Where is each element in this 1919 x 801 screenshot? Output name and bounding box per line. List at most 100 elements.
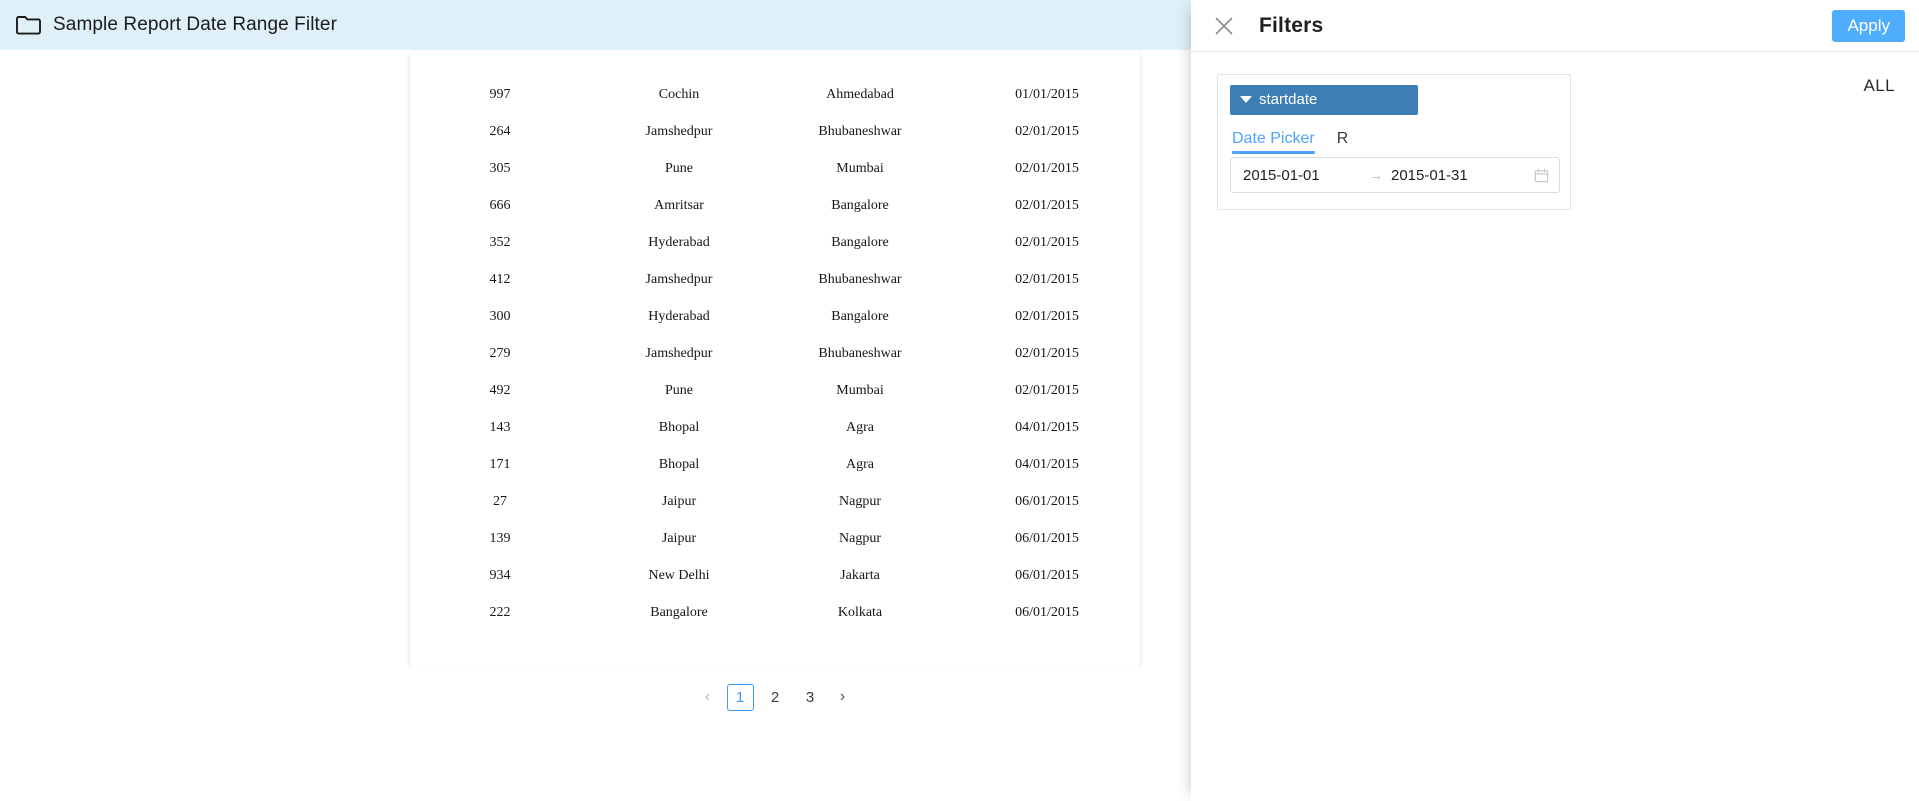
tab-relative-range[interactable]: R bbox=[1336, 130, 1349, 147]
table-cell: 492 bbox=[489, 382, 511, 398]
table-cell: Bhubaneshwar bbox=[818, 123, 902, 139]
table-row: 143 Bhopal Agra 04/01/2015 bbox=[410, 409, 1140, 446]
pagination-page-1[interactable]: 1 bbox=[726, 683, 754, 711]
pagination-prev-button[interactable]: ‹ bbox=[704, 688, 711, 705]
table-row: 222 Bangalore Kolkata 06/01/2015 bbox=[410, 594, 1140, 631]
pagination-next-button[interactable]: › bbox=[839, 688, 846, 705]
filter-name-chip[interactable]: startdate bbox=[1230, 85, 1418, 115]
table-cell: Bhubaneshwar bbox=[818, 271, 902, 287]
table-cell: 305 bbox=[489, 160, 511, 176]
table-cell: Ahmedabad bbox=[826, 86, 894, 102]
table-cell: 934 bbox=[489, 567, 511, 583]
table-cell: Hyderabad bbox=[648, 234, 710, 250]
table-cell: 997 bbox=[489, 86, 511, 102]
table-cell: Jamshedpur bbox=[645, 123, 713, 139]
date-range-input[interactable]: 2015-01-01 → 2015-01-31 bbox=[1230, 157, 1560, 193]
table-cell: Jamshedpur bbox=[645, 345, 713, 361]
table-row: 352 Hyderabad Bangalore 02/01/2015 bbox=[410, 224, 1140, 261]
page-title: Sample Report Date Range Filter bbox=[53, 14, 338, 35]
table-cell: 02/01/2015 bbox=[1015, 382, 1079, 398]
table-cell: Nagpur bbox=[839, 493, 881, 509]
table-row: 305 Pune Mumbai 02/01/2015 bbox=[410, 150, 1140, 187]
report-body: 997 Cochin Ahmedabad 01/01/2015 264 Jamshedpu… bbox=[0, 50, 1191, 801]
table-cell: 02/01/2015 bbox=[1015, 160, 1079, 176]
table-cell: 300 bbox=[489, 308, 511, 324]
all-toggle-label[interactable]: ALL bbox=[1863, 76, 1895, 95]
table-cell: 279 bbox=[489, 345, 511, 361]
table-row: 27 Jaipur Nagpur 06/01/2015 bbox=[410, 483, 1140, 520]
filter-card: startdate Date Picker R 2015-01-01 → 201… bbox=[1217, 74, 1571, 210]
tab-date-picker[interactable]: Date Picker bbox=[1232, 130, 1315, 154]
table-cell: 666 bbox=[489, 197, 511, 213]
table-cell: Bangalore bbox=[831, 197, 889, 213]
folder-icon bbox=[16, 16, 41, 35]
table-row: 139 Jaipur Nagpur 06/01/2015 bbox=[410, 520, 1140, 557]
filters-body: ALL startdate Date Picker R 2015-01-01 →… bbox=[1191, 52, 1919, 210]
table-cell: Bangalore bbox=[650, 604, 708, 620]
table-cell: 04/01/2015 bbox=[1015, 456, 1079, 472]
table-cell: Jamshedpur bbox=[645, 271, 713, 287]
table-cell: Jaipur bbox=[661, 493, 697, 509]
table-row: 997 Cochin Ahmedabad 01/01/2015 bbox=[410, 76, 1140, 113]
table-cell: 01/01/2015 bbox=[1015, 86, 1079, 102]
pagination-page-3[interactable]: 3 bbox=[805, 688, 815, 706]
table-cell: 06/01/2015 bbox=[1015, 530, 1079, 546]
table-cell: Nagpur bbox=[839, 530, 881, 546]
table-cell: Jakarta bbox=[840, 567, 880, 583]
report-table: 997 Cochin Ahmedabad 01/01/2015 264 Jamshedpu… bbox=[410, 76, 1140, 631]
pagination-page-2[interactable]: 2 bbox=[770, 688, 780, 706]
table-row: 666 Amritsar Bangalore 02/01/2015 bbox=[410, 187, 1140, 224]
table-cell: 171 bbox=[489, 456, 511, 472]
table-row: 300 Hyderabad Bangalore 02/01/2015 bbox=[410, 298, 1140, 335]
table-cell: Mumbai bbox=[836, 160, 884, 176]
table-cell: 02/01/2015 bbox=[1015, 197, 1079, 213]
table-cell: 06/01/2015 bbox=[1015, 567, 1079, 583]
chevron-down-icon bbox=[1240, 96, 1252, 103]
table-cell: Jaipur bbox=[661, 530, 697, 546]
filters-panel: Filters Apply ALL startdate Date Picker … bbox=[1191, 0, 1919, 801]
table-cell: 02/01/2015 bbox=[1015, 345, 1079, 361]
table-cell: Pune bbox=[665, 382, 693, 398]
date-range-start-input[interactable]: 2015-01-01 bbox=[1243, 166, 1320, 184]
pagination: ‹ 1 2 3 › bbox=[409, 668, 1141, 726]
picker-tabs: Date Picker R bbox=[1230, 123, 1558, 155]
filters-heading: Filters bbox=[1259, 13, 1324, 37]
table-row: 412 Jamshedpur Bhubaneshwar 02/01/2015 bbox=[410, 261, 1140, 298]
table-cell: 412 bbox=[489, 271, 511, 287]
table-cell: Kolkata bbox=[837, 604, 883, 620]
date-range-arrow-icon: → bbox=[1369, 167, 1383, 183]
report-region: Sample Report Date Range Filter 997 Cochi… bbox=[0, 0, 1191, 801]
table-cell: 06/01/2015 bbox=[1015, 493, 1079, 509]
table-cell: 02/01/2015 bbox=[1015, 271, 1079, 287]
table-cell: Amritsar bbox=[654, 197, 704, 213]
filter-name-label: startdate bbox=[1259, 91, 1318, 108]
table-cell: Mumbai bbox=[836, 382, 884, 398]
calendar-icon[interactable] bbox=[1534, 168, 1549, 183]
report-header-bar: Sample Report Date Range Filter bbox=[0, 0, 1191, 50]
table-cell: Bhopal bbox=[658, 456, 700, 472]
report-card: 997 Cochin Ahmedabad 01/01/2015 264 Jamshedpu… bbox=[409, 54, 1141, 667]
table-cell: 02/01/2015 bbox=[1015, 308, 1079, 324]
table-cell: 143 bbox=[489, 419, 511, 435]
table-cell: Bhubaneshwar bbox=[818, 345, 902, 361]
table-cell: Agra bbox=[846, 419, 874, 435]
table-row: 264 Jamshedpur Bhubaneshwar 02/01/2015 bbox=[410, 113, 1140, 150]
table-cell: 06/01/2015 bbox=[1015, 604, 1079, 620]
table-cell: 02/01/2015 bbox=[1015, 123, 1079, 139]
table-cell: 139 bbox=[489, 530, 511, 546]
table-cell: Bangalore bbox=[831, 234, 889, 250]
filters-topbar: Filters Apply bbox=[1191, 0, 1919, 52]
table-cell: Agra bbox=[846, 456, 874, 472]
table-cell: Cochin bbox=[658, 86, 700, 102]
table-cell: 02/01/2015 bbox=[1015, 234, 1079, 250]
table-row: 934 New Delhi Jakarta 06/01/2015 bbox=[410, 557, 1140, 594]
table-cell: 264 bbox=[489, 123, 511, 139]
table-cell: New Delhi bbox=[648, 567, 710, 583]
table-cell: Bangalore bbox=[831, 308, 889, 324]
apply-button[interactable]: Apply bbox=[1832, 9, 1905, 42]
date-range-end-input[interactable]: 2015-01-31 bbox=[1391, 166, 1468, 184]
table-cell: 27 bbox=[493, 493, 507, 509]
table-cell: Hyderabad bbox=[648, 308, 710, 324]
close-icon[interactable] bbox=[1213, 15, 1235, 37]
